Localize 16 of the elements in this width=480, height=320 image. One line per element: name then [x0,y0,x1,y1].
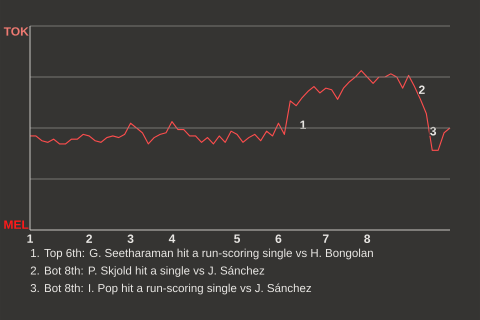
x-tick-label: 6 [276,234,282,244]
x-tick-label: 2 [86,234,92,243]
annotation: 1 [300,120,306,129]
x-tick-label: 3 [128,234,134,244]
text: MEL [4,220,28,229]
x-tick-label: 1 [27,234,34,243]
text: 3. Bot 8th: I. Pop hit a run-scoring single vs J. Sánchez [30,284,312,294]
x-tick-label: 5 [234,234,240,243]
x-tick-label: 7 [322,234,329,243]
x-tick-label: 8 [364,234,370,244]
x-tick-label: 4 [168,234,176,243]
text: 2. Bot 8th: P. Skjold hit a single vs J. Sánchez [30,266,264,277]
text: TOK [4,27,29,36]
text: 1. Top 6th: G. Seetharaman hit a run-scoring single vs H. Bongolan [31,248,373,260]
annotation: 2 [418,86,425,94]
annotation: 3 [430,126,436,136]
